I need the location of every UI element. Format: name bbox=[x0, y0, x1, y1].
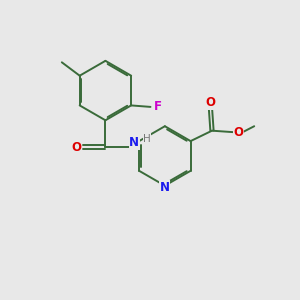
Text: F: F bbox=[154, 100, 162, 113]
Text: O: O bbox=[234, 126, 244, 139]
Text: O: O bbox=[72, 140, 82, 154]
Text: O: O bbox=[206, 96, 215, 109]
Text: H: H bbox=[143, 134, 151, 144]
Text: N: N bbox=[160, 181, 170, 194]
Text: N: N bbox=[129, 136, 139, 149]
